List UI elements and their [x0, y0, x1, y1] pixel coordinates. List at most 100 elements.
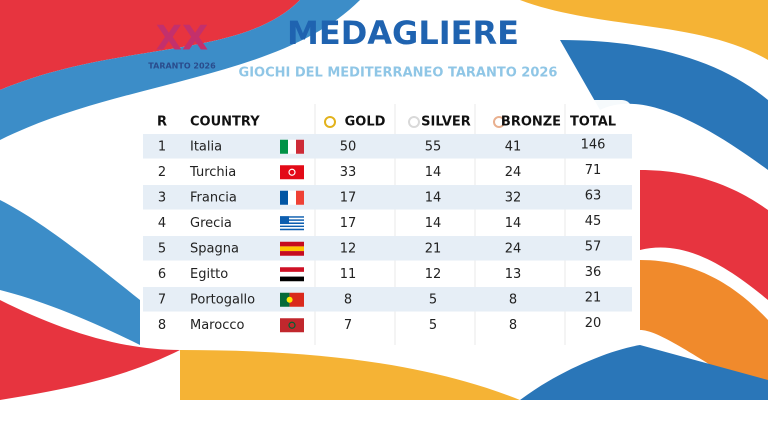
table-cell: 8 — [158, 318, 166, 333]
table-cell: 1 — [158, 139, 166, 154]
flag-stripe — [280, 246, 304, 252]
table-cell: Grecia — [190, 216, 232, 231]
table-cell: 45 — [585, 214, 602, 229]
table-cell: 57 — [585, 239, 602, 254]
flag-stripe — [296, 139, 304, 154]
table-cell: 5 — [429, 292, 437, 307]
subtitle: GIOCHI DEL MEDITERRANEO TARANTO 2026 — [239, 66, 558, 81]
table-cell: 8 — [344, 292, 352, 307]
medal-icon — [493, 116, 505, 128]
table-cell: 24 — [505, 241, 522, 256]
table-cell: 8 — [509, 292, 517, 307]
table-cell: 50 — [340, 139, 357, 154]
table-cell: 5 — [429, 318, 437, 333]
table-cell: 4 — [158, 216, 166, 231]
swoosh — [0, 200, 140, 345]
flag-stripe — [280, 219, 304, 221]
column-header: COUNTRY — [190, 115, 260, 130]
flag-stripe — [280, 241, 304, 247]
column-header: R — [157, 115, 167, 130]
table-cell: 20 — [585, 316, 602, 331]
swoosh — [180, 350, 520, 400]
table-cell: 146 — [581, 137, 606, 152]
table-cell: 11 — [340, 267, 357, 282]
table-cell: 3 — [158, 190, 166, 205]
table-cell: 17 — [340, 190, 357, 205]
swoosh — [0, 300, 180, 400]
flag-canton — [280, 216, 289, 225]
flag-stripe — [288, 190, 296, 205]
table-cell: 32 — [505, 190, 522, 205]
table-cell: 63 — [585, 188, 602, 203]
table-card — [140, 100, 632, 346]
flag-stripe — [280, 216, 304, 218]
table-cell: 21 — [425, 241, 442, 256]
flag-field — [280, 165, 304, 180]
flag-stripe — [280, 228, 304, 231]
row-band — [143, 185, 632, 210]
table-cell: 2 — [158, 165, 166, 180]
table-cell: 24 — [505, 165, 522, 180]
flag-stripe — [288, 139, 296, 154]
flag-emblem — [288, 168, 296, 176]
flag-emblem — [286, 296, 293, 303]
medal-icon — [408, 116, 420, 128]
flag-stripe — [280, 139, 288, 154]
column-header: SILVER — [421, 115, 471, 130]
flag-emblem — [288, 321, 296, 329]
bottom-band — [0, 400, 768, 432]
flag — [280, 318, 304, 333]
flag — [280, 292, 304, 307]
table-cell: 8 — [509, 318, 517, 333]
table-cell: 21 — [585, 290, 602, 305]
column-header: BRONZE — [501, 115, 561, 130]
table-cell: Italia — [190, 139, 222, 154]
table-cell: 13 — [505, 267, 522, 282]
flag-stripe — [280, 224, 304, 226]
table-cell: 5 — [158, 241, 166, 256]
table-cell: 55 — [425, 139, 442, 154]
flag — [280, 190, 304, 205]
table-cell: Turchia — [189, 165, 236, 180]
flag — [280, 165, 304, 180]
flag-stripe — [280, 190, 288, 205]
table-cell: 41 — [505, 139, 522, 154]
table-cell: 7 — [344, 318, 352, 333]
column-header: TOTAL — [570, 115, 616, 130]
flag — [280, 139, 304, 154]
table-cell: 36 — [585, 265, 602, 280]
table-cell: Spagna — [190, 241, 239, 256]
flag-stripe — [280, 251, 304, 256]
flag-stripe — [280, 227, 304, 229]
table-cell: 14 — [505, 216, 522, 231]
swoosh — [520, 0, 768, 60]
swoosh — [0, 0, 300, 90]
medal-icon — [324, 116, 336, 128]
flag-stripe — [280, 271, 304, 277]
flag-stripe — [280, 225, 304, 228]
table-cell: 6 — [158, 267, 166, 282]
logo: XX TARANTO 2026 — [148, 19, 216, 71]
swoosh — [640, 260, 768, 400]
row-band — [143, 134, 632, 159]
logo-caption: TARANTO 2026 — [148, 62, 216, 71]
table-cell: 14 — [425, 190, 442, 205]
table-cell: Egitto — [190, 267, 228, 282]
flag-stripe — [280, 276, 304, 282]
table-cell: 71 — [585, 163, 602, 178]
swoosh — [0, 0, 360, 140]
swoosh — [560, 40, 768, 170]
swoosh — [520, 345, 768, 400]
flag — [280, 241, 304, 256]
table-cell: 12 — [340, 241, 357, 256]
table-cell: 7 — [158, 292, 166, 307]
table-cell: 33 — [340, 165, 357, 180]
flag-stripe — [280, 222, 304, 225]
flag-stripe — [289, 292, 304, 307]
flag-stripe — [280, 292, 290, 307]
table-cell: 12 — [425, 267, 442, 282]
